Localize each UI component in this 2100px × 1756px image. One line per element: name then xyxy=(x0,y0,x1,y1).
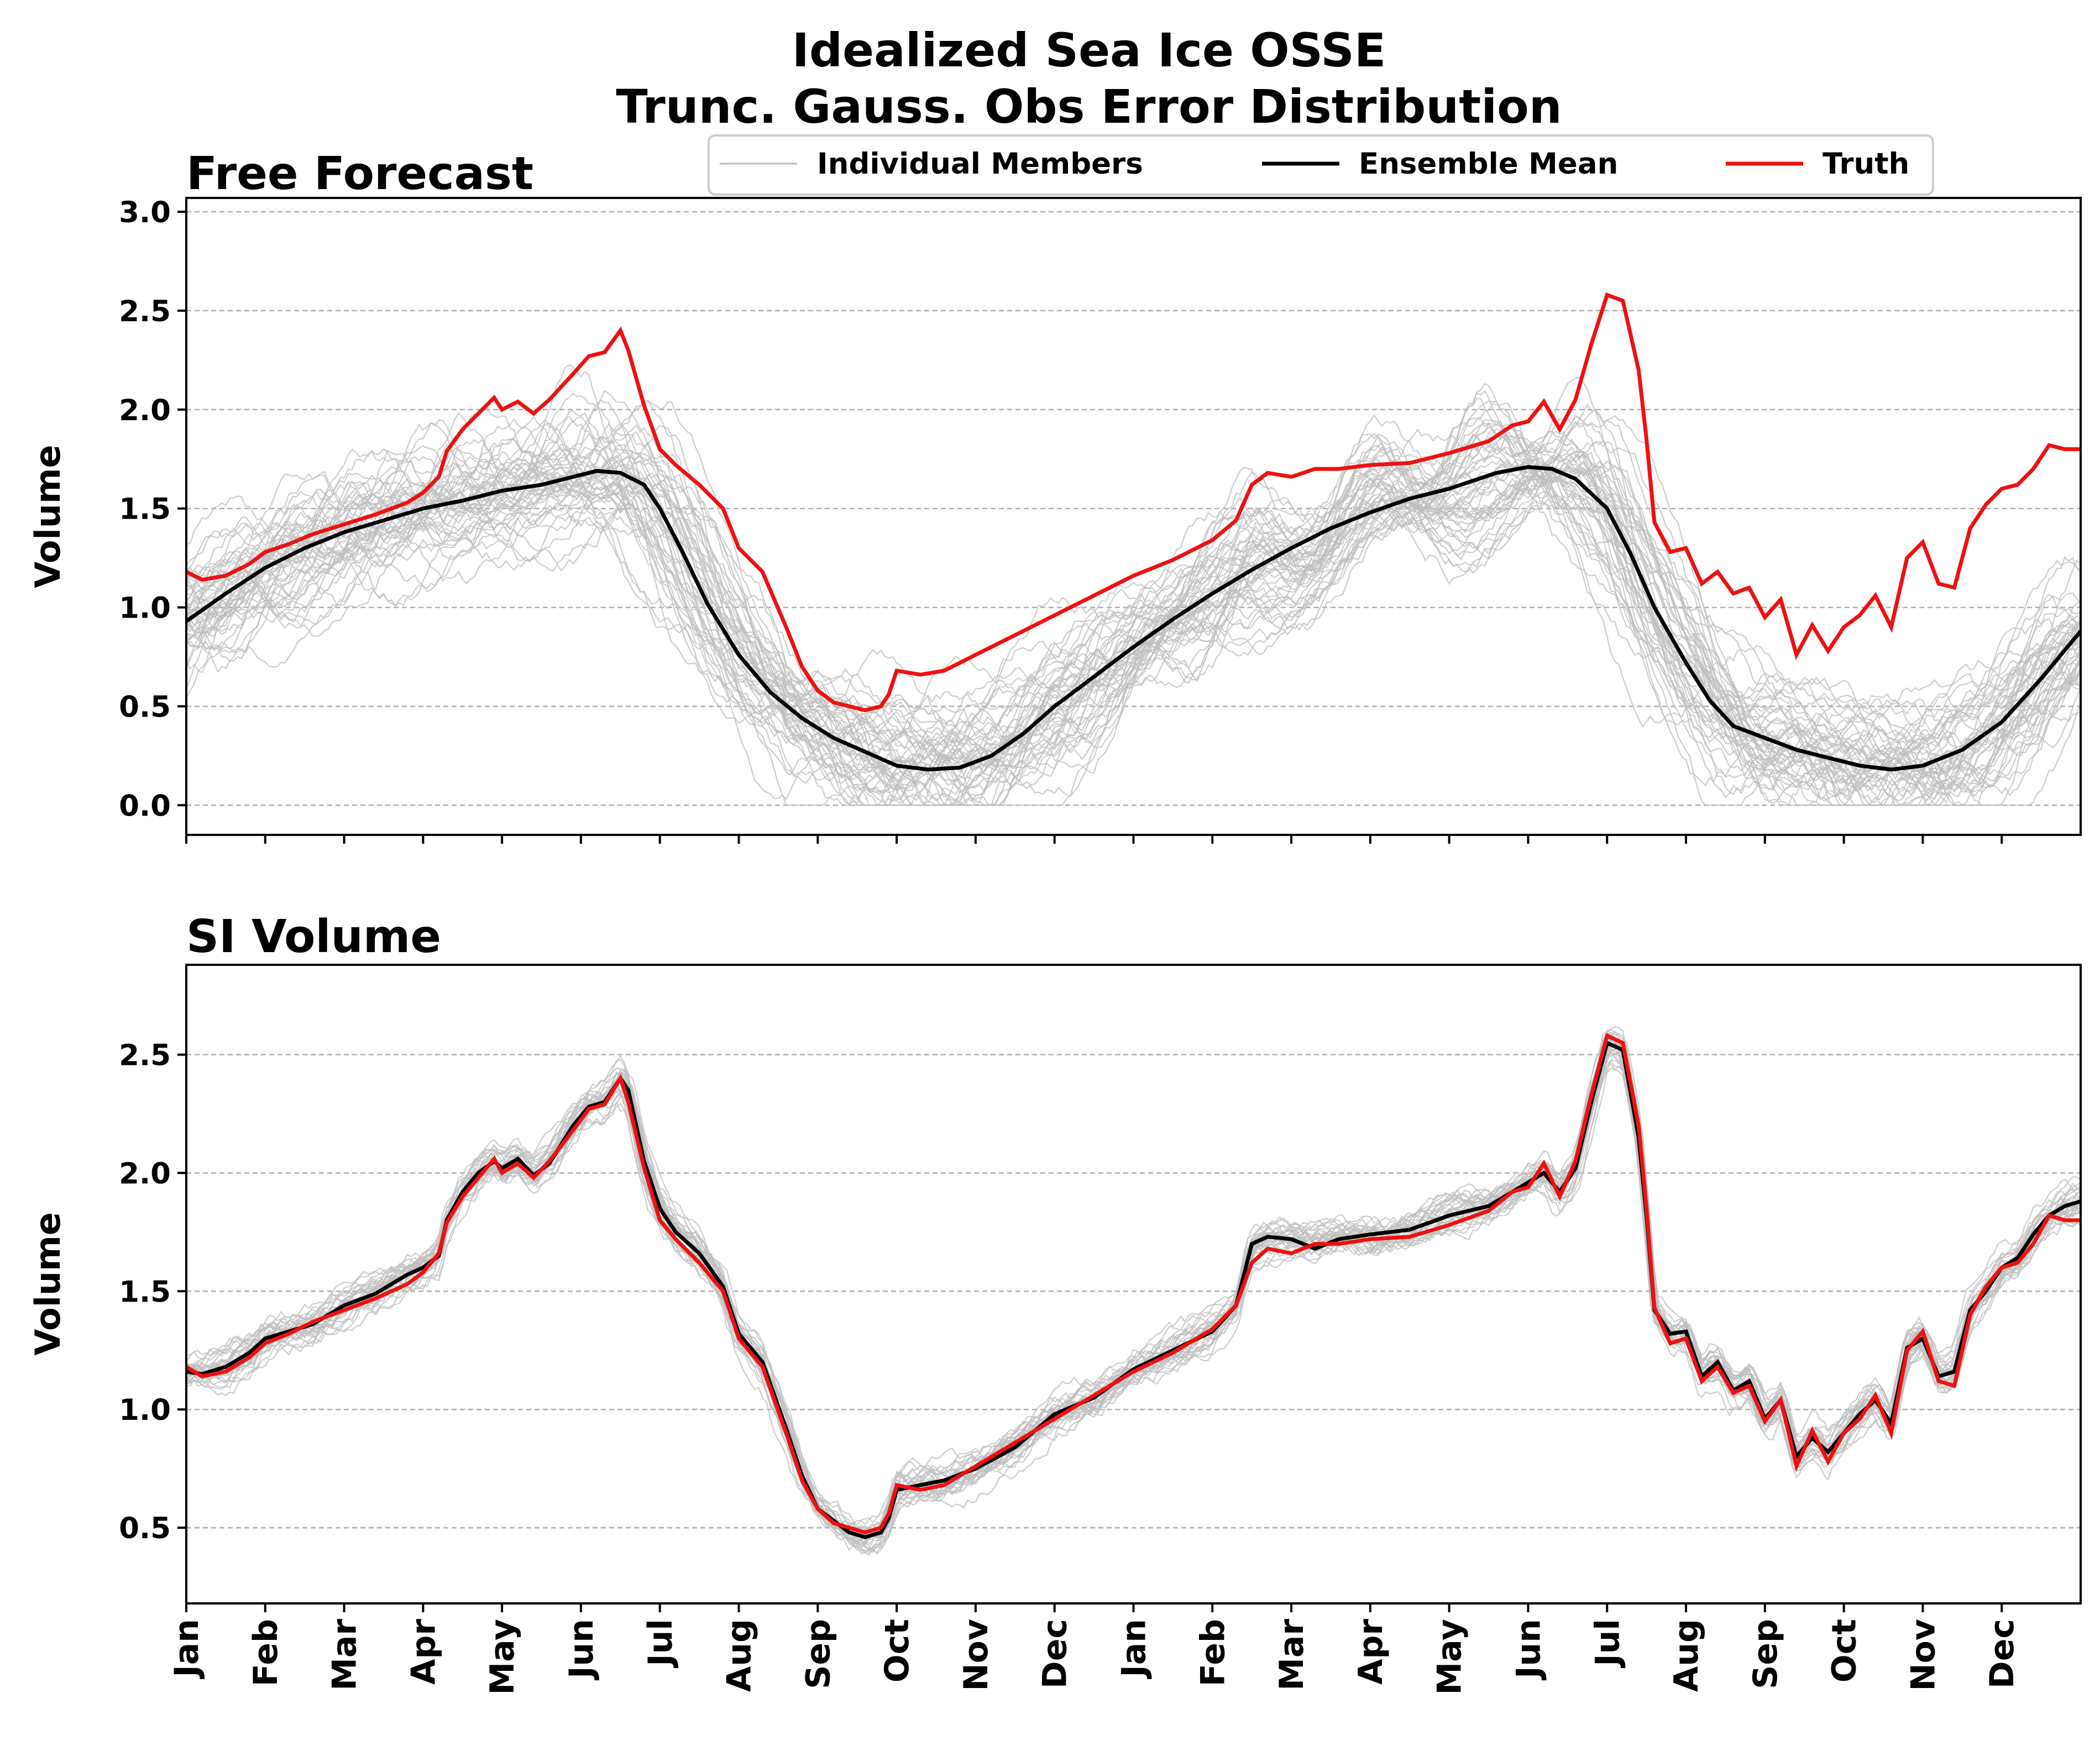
member-line xyxy=(185,420,2081,806)
x-tick-label: Dec xyxy=(1036,1619,1075,1689)
x-tick-label: Jan xyxy=(1115,1619,1154,1680)
member-line xyxy=(186,1044,2081,1551)
x-tick-label: Feb xyxy=(1193,1619,1232,1686)
y-tick-label: 2.5 xyxy=(119,295,171,328)
member-line xyxy=(185,392,2081,806)
y-tick-label: 3.0 xyxy=(119,196,171,229)
bottom-truth-line xyxy=(185,1033,2081,1535)
x-tick-label: Jul xyxy=(1588,1619,1627,1669)
bottom-panel-title: SI Volume xyxy=(186,911,441,963)
bottom-x-ticks: Jan Feb Mar Apr May Jun Jul Aug Sep Oct Nov Dec Jan F… xyxy=(167,1603,2022,1695)
y-tick-label: 2.0 xyxy=(119,1157,171,1190)
y-tick-label: 0.5 xyxy=(119,690,171,724)
bottom-y-ticks: 0.5 1.0 1.5 2.0 2.5 xyxy=(119,1039,186,1545)
x-tick-label: Apr xyxy=(1352,1619,1390,1685)
x-tick-label: Mar xyxy=(1272,1619,1311,1691)
y-tick-label: 1.0 xyxy=(119,592,171,625)
legend-mean-label: Ensemble Mean xyxy=(1359,147,1618,181)
y-tick-label: 2.5 xyxy=(119,1039,171,1073)
member-line xyxy=(185,404,2081,807)
figure-title-line1: Idealized Sea Ice OSSE xyxy=(792,23,1386,77)
member-line xyxy=(186,1044,2081,1541)
legend: Individual Members Ensemble Mean Truth xyxy=(708,134,1934,196)
x-tick-label: Jun xyxy=(562,1619,601,1681)
y-tick-label: 0.0 xyxy=(119,789,171,823)
y-tick-label: 0.5 xyxy=(119,1512,171,1545)
x-tick-label: Sep xyxy=(1746,1619,1785,1689)
x-tick-label: Nov xyxy=(957,1619,996,1691)
member-line xyxy=(186,427,2081,802)
y-tick-label: 1.0 xyxy=(119,1393,171,1427)
x-tick-label: May xyxy=(483,1619,522,1695)
legend-members-label: Individual Members xyxy=(817,147,1143,181)
top-panel-title: Free Forecast xyxy=(186,148,533,200)
member-line xyxy=(186,390,2081,806)
x-tick-label: Aug xyxy=(720,1619,759,1692)
free-forecast-panel: 0.0 0.5 1.0 1.5 2.0 2.5 3.0 Free Forecast Volu… xyxy=(28,148,2082,844)
top-individual-members xyxy=(185,364,2082,807)
top-x-ticks xyxy=(185,835,2003,844)
top-truth-line xyxy=(185,292,2081,713)
x-tick-label: Mar xyxy=(326,1619,364,1691)
x-tick-label: Sep xyxy=(799,1619,837,1689)
y-tick-label: 1.5 xyxy=(119,493,171,526)
top-y-axis-label: Volume xyxy=(28,445,68,588)
member-line xyxy=(186,466,2081,794)
x-tick-label: Dec xyxy=(1983,1619,2022,1689)
x-tick-label: Nov xyxy=(1904,1619,1942,1691)
member-line xyxy=(186,446,2081,776)
x-tick-label: May xyxy=(1431,1619,1469,1695)
x-tick-label: Oct xyxy=(878,1619,917,1682)
figure-title-line2: Trunc. Gauss. Obs Error Distribution xyxy=(616,80,1562,134)
member-line xyxy=(186,466,2081,782)
x-tick-label: Feb xyxy=(247,1619,285,1686)
member-line xyxy=(186,1041,2081,1550)
x-tick-label: Jun xyxy=(1509,1619,1548,1681)
member-line xyxy=(185,418,2081,806)
member-line xyxy=(186,399,2082,806)
x-tick-label: Jul xyxy=(641,1619,680,1669)
top-y-ticks: 0.0 0.5 1.0 1.5 2.0 2.5 3.0 xyxy=(119,196,186,823)
member-line xyxy=(186,1036,2081,1554)
si-volume-panel: 0.5 1.0 1.5 2.0 2.5 Jan Feb Mar Apr May Jun Jul Aug… xyxy=(28,911,2082,1695)
top-ensemble-mean-line xyxy=(185,465,2082,772)
bottom-y-axis-label: Volume xyxy=(28,1212,68,1355)
x-tick-label: Aug xyxy=(1667,1619,1706,1692)
member-line xyxy=(186,473,2082,762)
member-line xyxy=(186,448,2081,805)
y-tick-label: 1.5 xyxy=(119,1275,171,1309)
x-tick-label: Jan xyxy=(167,1619,206,1680)
member-line xyxy=(186,408,2081,792)
x-tick-label: Apr xyxy=(404,1619,443,1685)
legend-truth-label: Truth xyxy=(1823,147,1909,181)
y-tick-label: 2.0 xyxy=(119,394,171,427)
x-tick-label: Oct xyxy=(1825,1619,1864,1682)
